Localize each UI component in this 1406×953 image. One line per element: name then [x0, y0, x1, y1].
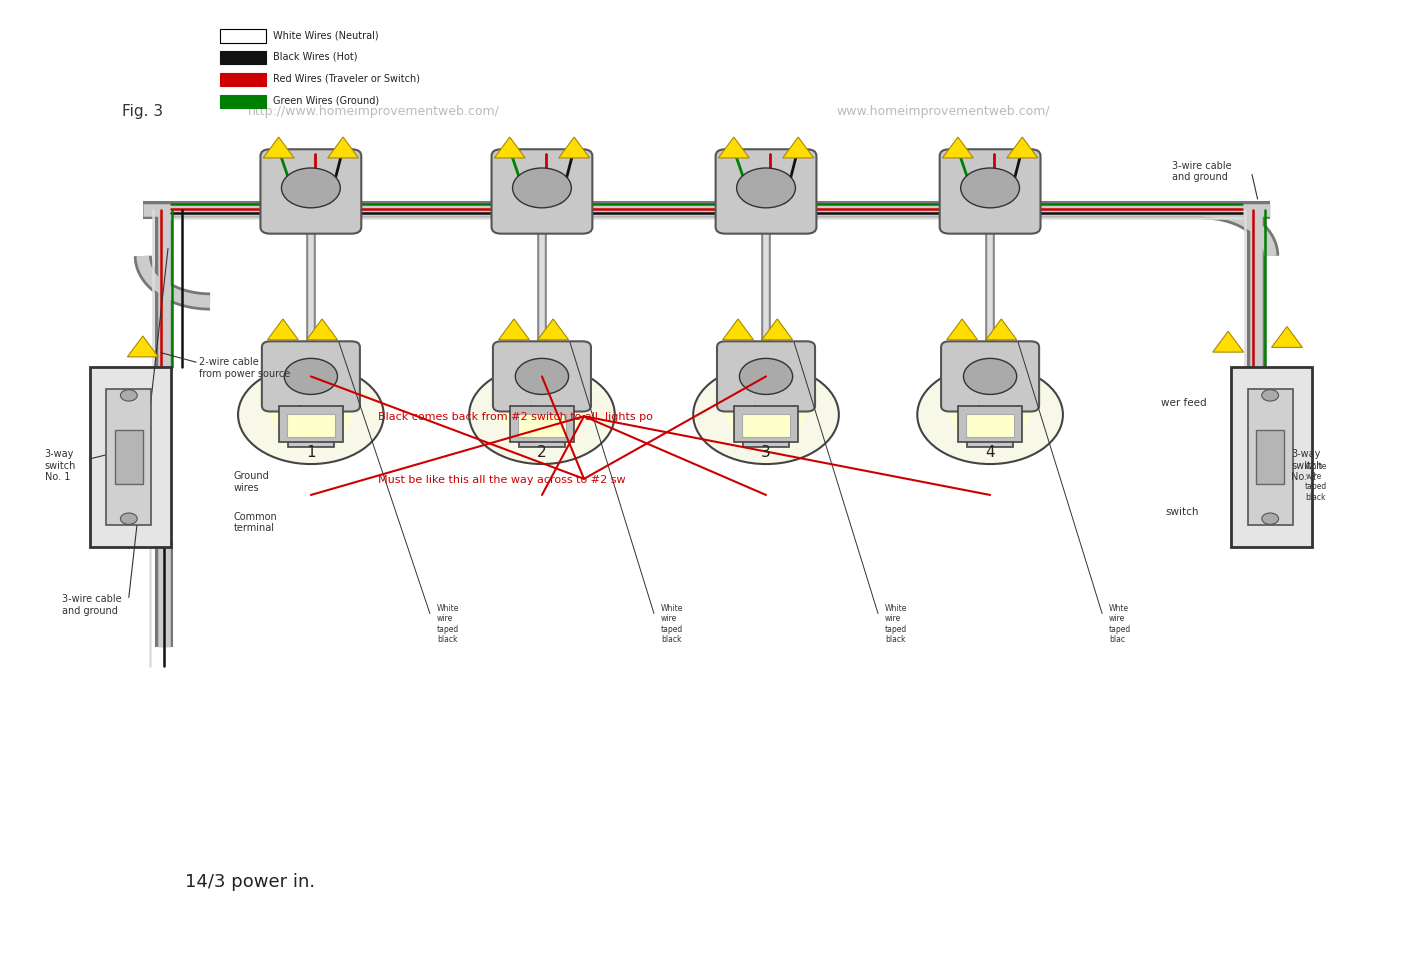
Bar: [287, 415, 335, 437]
Circle shape: [516, 359, 568, 395]
Circle shape: [963, 359, 1017, 395]
Text: White Wires (Neutral): White Wires (Neutral): [273, 30, 378, 40]
FancyBboxPatch shape: [939, 151, 1040, 234]
Bar: [742, 416, 789, 447]
Bar: [742, 415, 790, 437]
Circle shape: [513, 169, 571, 209]
Bar: [966, 415, 1014, 437]
Circle shape: [1261, 391, 1278, 401]
Bar: [115, 431, 143, 484]
Circle shape: [737, 169, 796, 209]
Text: wer feed: wer feed: [1161, 397, 1206, 408]
Polygon shape: [946, 319, 977, 340]
Circle shape: [950, 388, 1031, 442]
Text: Fig. 3: Fig. 3: [122, 104, 163, 119]
Bar: [278, 406, 343, 442]
Polygon shape: [1007, 138, 1038, 159]
FancyBboxPatch shape: [716, 151, 817, 234]
Text: switch: switch: [1166, 507, 1199, 517]
Polygon shape: [723, 319, 754, 340]
Polygon shape: [762, 319, 793, 340]
Bar: [219, 73, 266, 87]
Text: 3-way
switch
No. 1: 3-way switch No. 1: [45, 449, 76, 481]
Polygon shape: [263, 138, 294, 159]
Text: Must be like this all the way across to #2 sw: Must be like this all the way across to …: [378, 475, 626, 484]
Polygon shape: [558, 138, 589, 159]
Bar: [219, 52, 266, 66]
Circle shape: [284, 359, 337, 395]
Polygon shape: [495, 138, 526, 159]
Text: 2: 2: [537, 444, 547, 459]
Circle shape: [502, 388, 582, 442]
Bar: [219, 95, 266, 109]
Text: Black Wires (Hot): Black Wires (Hot): [273, 51, 357, 62]
Text: Common
terminal: Common terminal: [233, 511, 277, 533]
Text: 14/3 power in.: 14/3 power in.: [184, 872, 315, 890]
Bar: [510, 406, 574, 442]
Polygon shape: [986, 319, 1017, 340]
Text: 1: 1: [307, 444, 316, 459]
Circle shape: [693, 366, 839, 464]
Text: 3-way
switch
No. 2: 3-way switch No. 2: [1291, 449, 1323, 481]
Bar: [957, 406, 1022, 442]
Circle shape: [740, 359, 793, 395]
Text: White
wire
taped
black: White wire taped black: [884, 603, 907, 643]
Polygon shape: [1271, 327, 1302, 348]
Polygon shape: [1213, 332, 1243, 353]
Circle shape: [1261, 514, 1278, 525]
Text: Ground
wires: Ground wires: [233, 471, 270, 492]
Text: White
wire
taped
black: White wire taped black: [1305, 461, 1327, 501]
Circle shape: [281, 169, 340, 209]
FancyBboxPatch shape: [941, 342, 1039, 412]
Bar: [1247, 390, 1292, 526]
Circle shape: [271, 388, 352, 442]
Circle shape: [725, 388, 806, 442]
Polygon shape: [128, 336, 159, 357]
Text: www.homeimprovementweb.com/: www.homeimprovementweb.com/: [837, 105, 1050, 118]
Text: 3: 3: [761, 444, 770, 459]
Text: 4: 4: [986, 444, 995, 459]
Bar: [90, 368, 172, 548]
Bar: [1232, 368, 1312, 548]
Text: 3-wire cable
and ground: 3-wire cable and ground: [62, 594, 121, 616]
Text: Red Wires (Traveler or Switch): Red Wires (Traveler or Switch): [273, 73, 420, 84]
Bar: [734, 406, 799, 442]
FancyBboxPatch shape: [260, 151, 361, 234]
Circle shape: [121, 514, 138, 525]
Text: http://www.homeimprovementweb.com/: http://www.homeimprovementweb.com/: [247, 105, 499, 118]
Text: Green Wires (Ground): Green Wires (Ground): [273, 95, 380, 106]
Polygon shape: [499, 319, 529, 340]
FancyBboxPatch shape: [262, 342, 360, 412]
FancyBboxPatch shape: [717, 342, 815, 412]
Text: 2-wire cable
from power source: 2-wire cable from power source: [198, 356, 290, 378]
Bar: [519, 416, 565, 447]
Text: Whte
wire
taped
blac: Whte wire taped blac: [1109, 603, 1132, 643]
Polygon shape: [267, 319, 298, 340]
Bar: [107, 390, 152, 526]
Bar: [219, 30, 266, 44]
Text: Black comes back from #2 switch to all  lights po: Black comes back from #2 switch to all l…: [378, 412, 652, 422]
Circle shape: [960, 169, 1019, 209]
Circle shape: [121, 391, 138, 401]
Circle shape: [238, 366, 384, 464]
FancyBboxPatch shape: [492, 151, 592, 234]
Text: 3-wire cable
and ground: 3-wire cable and ground: [1173, 161, 1232, 182]
Circle shape: [470, 366, 614, 464]
Polygon shape: [942, 138, 973, 159]
Polygon shape: [537, 319, 568, 340]
Circle shape: [917, 366, 1063, 464]
Bar: [519, 415, 565, 437]
Text: White
wire
taped
black: White wire taped black: [661, 603, 683, 643]
FancyBboxPatch shape: [494, 342, 591, 412]
Polygon shape: [307, 319, 337, 340]
Polygon shape: [328, 138, 359, 159]
Polygon shape: [783, 138, 814, 159]
Bar: [1256, 431, 1284, 484]
Text: White
wire
taped
black: White wire taped black: [437, 603, 460, 643]
Bar: [288, 416, 335, 447]
Bar: [967, 416, 1014, 447]
Polygon shape: [718, 138, 749, 159]
